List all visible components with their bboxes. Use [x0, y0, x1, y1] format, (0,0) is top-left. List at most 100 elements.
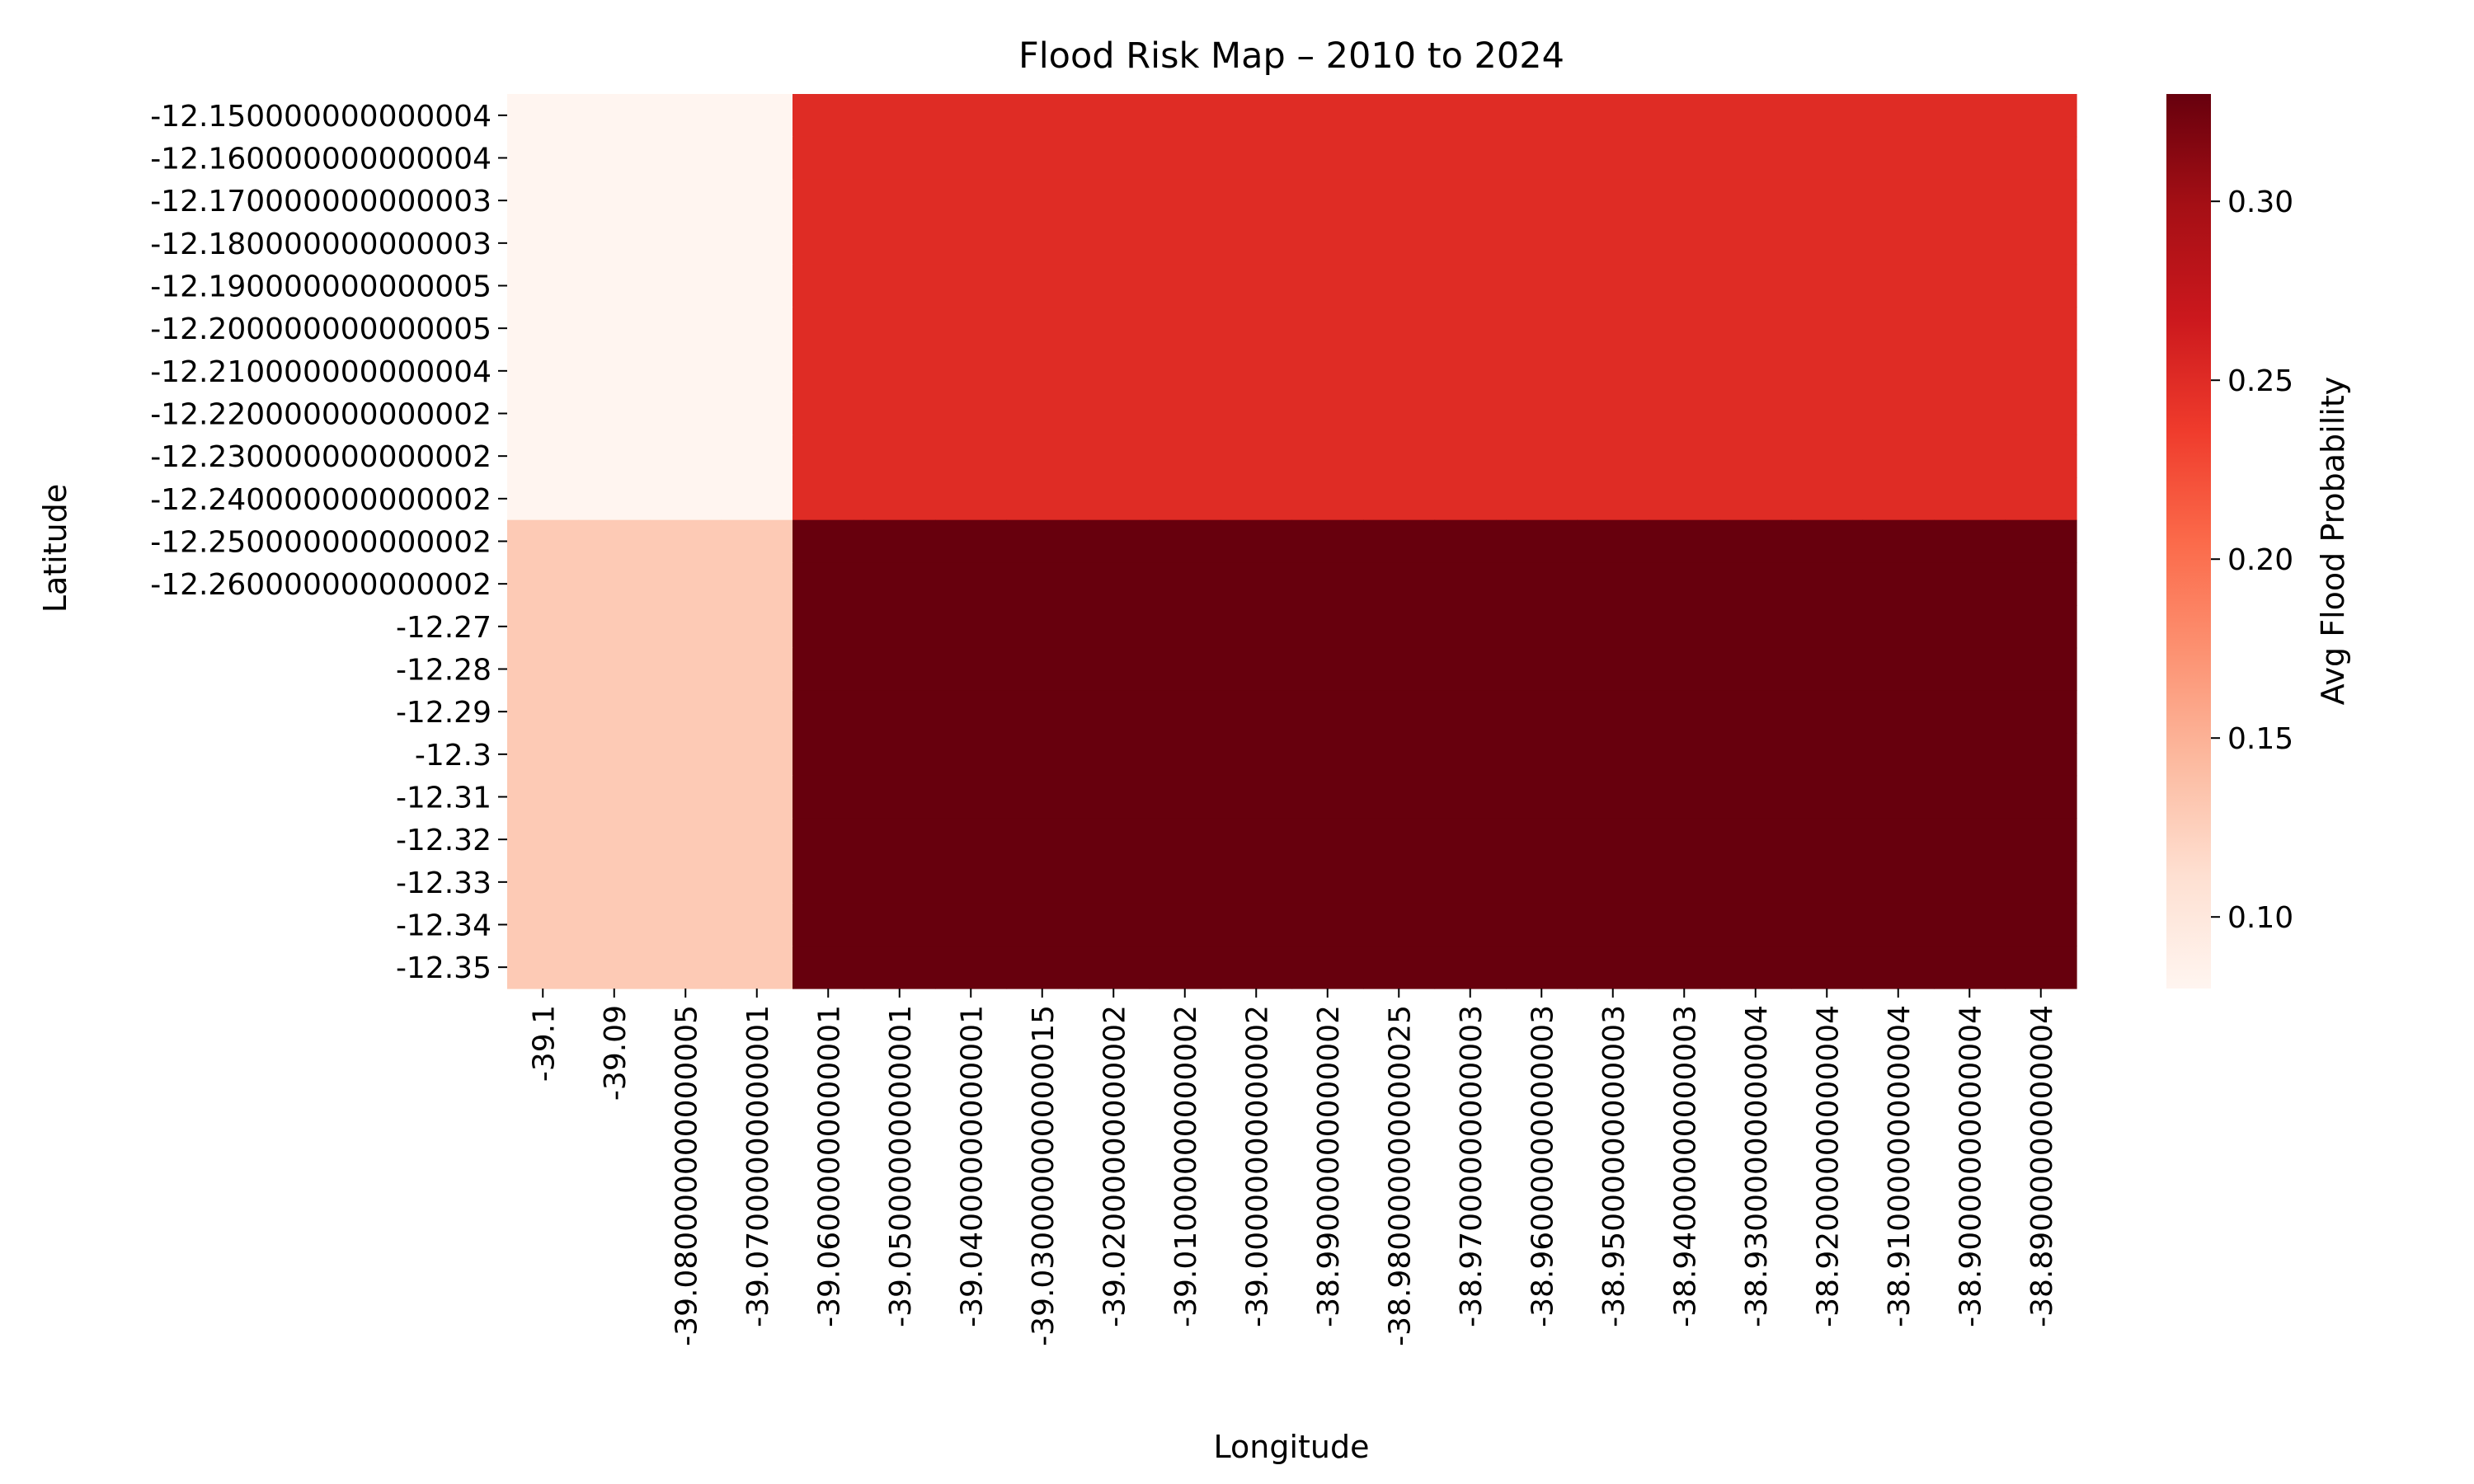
- heatmap-cell: [1149, 690, 1221, 734]
- heatmap-cell: [650, 179, 722, 223]
- y-tick-label: -12.170000000000003: [150, 185, 492, 218]
- heatmap-cell: [1934, 264, 2006, 308]
- heatmap-cell: [935, 136, 1008, 180]
- heatmap-cell: [1291, 861, 1364, 904]
- heatmap-cell: [2005, 733, 2077, 777]
- heatmap-cell: [1649, 179, 1721, 223]
- heatmap-cell: [1434, 775, 1507, 819]
- heatmap-cell: [650, 136, 722, 180]
- heatmap-cell: [1649, 350, 1721, 393]
- heatmap-cell: [578, 946, 651, 989]
- heatmap-cell: [1506, 179, 1578, 223]
- x-tick-label: -39.1: [527, 1005, 561, 1082]
- heatmap-cell: [1291, 264, 1364, 308]
- heatmap-cell: [1434, 818, 1507, 862]
- heatmap-cell: [1577, 307, 1649, 350]
- heatmap-cell: [1363, 94, 1436, 138]
- heatmap-cell: [935, 903, 1008, 946]
- heatmap-cell: [793, 775, 865, 819]
- heatmap-cell: [1291, 392, 1364, 435]
- heatmap-cell: [721, 307, 793, 350]
- heatmap-cell: [1649, 647, 1721, 691]
- heatmap-cell: [1291, 775, 1364, 819]
- heatmap-cell: [507, 861, 580, 904]
- heatmap-cell: [935, 519, 1008, 563]
- heatmap-cell: [1149, 434, 1221, 478]
- heatmap-cell: [1434, 136, 1507, 180]
- y-tick-label: -12.27: [396, 611, 492, 645]
- heatmap-cell: [1363, 136, 1436, 180]
- heatmap-cell: [1221, 690, 1293, 734]
- heatmap-cell: [507, 519, 580, 563]
- heatmap-cell: [1649, 690, 1721, 734]
- y-tick-label: -12.28: [396, 654, 492, 688]
- heatmap-cell: [507, 775, 580, 819]
- heatmap-cell: [1006, 179, 1079, 223]
- y-tick-label: -12.230000000000002: [150, 440, 492, 474]
- heatmap-cell: [507, 903, 580, 946]
- heatmap-cell: [1363, 605, 1436, 649]
- heatmap-cell: [1006, 350, 1079, 393]
- heatmap-cell: [1363, 222, 1436, 265]
- heatmap-cell: [1719, 392, 1792, 435]
- heatmap-cell: [1221, 307, 1293, 350]
- heatmap-cell: [863, 179, 936, 223]
- heatmap-cell: [1434, 477, 1507, 521]
- chart-title: Flood Risk Map – 2010 to 2024: [1018, 35, 1564, 77]
- heatmap-cell: [1649, 264, 1721, 308]
- heatmap-cell: [1791, 733, 1864, 777]
- heatmap-cell: [2005, 861, 2077, 904]
- heatmap-cell: [1577, 818, 1649, 862]
- heatmap-cell: [1363, 264, 1436, 308]
- heatmap-cell: [1719, 434, 1792, 478]
- heatmap-cell: [507, 605, 580, 649]
- x-tick-label: -38.91000000000004: [1883, 1005, 1917, 1327]
- heatmap-cell: [2005, 222, 2077, 265]
- heatmap-cell: [1078, 307, 1150, 350]
- heatmap-cell: [1791, 690, 1864, 734]
- x-tick-label: -38.92000000000004: [1811, 1005, 1845, 1327]
- heatmap-cell: [793, 903, 865, 946]
- heatmap-cell: [1862, 222, 1935, 265]
- x-tick-label: -38.96000000000003: [1526, 1005, 1559, 1327]
- heatmap-cell: [1078, 775, 1150, 819]
- heatmap-cell: [1506, 392, 1578, 435]
- heatmap-cell: [1006, 818, 1079, 862]
- colorbar: [2166, 94, 2211, 989]
- heatmap-cell: [1078, 519, 1150, 563]
- heatmap-cell: [1506, 434, 1578, 478]
- heatmap-cell: [1649, 307, 1721, 350]
- heatmap-cell: [1719, 605, 1792, 649]
- heatmap-cell: [1434, 392, 1507, 435]
- heatmap-cell: [650, 562, 722, 606]
- heatmap-cell: [1791, 136, 1864, 180]
- heatmap-cell: [1078, 179, 1150, 223]
- heatmap-cell: [721, 136, 793, 180]
- heatmap-cell: [1934, 136, 2006, 180]
- heatmap-cell: [650, 946, 722, 989]
- heatmap-cell: [1078, 136, 1150, 180]
- heatmap-cell: [1006, 307, 1079, 350]
- heatmap-cell: [1221, 350, 1293, 393]
- x-tick-label: -38.90000000000004: [1954, 1005, 1987, 1327]
- heatmap-cell: [721, 477, 793, 521]
- heatmap-cell: [935, 775, 1008, 819]
- heatmap-cell: [863, 562, 936, 606]
- heatmap-cell: [863, 647, 936, 691]
- heatmap-cell: [863, 434, 936, 478]
- heatmap-cell: [507, 136, 580, 180]
- heatmap-cell: [1363, 647, 1436, 691]
- heatmap-cell: [1506, 861, 1578, 904]
- heatmap-cell: [1291, 477, 1364, 521]
- heatmap-cell: [650, 775, 722, 819]
- heatmap-cell: [1078, 946, 1150, 989]
- heatmap-cell: [935, 477, 1008, 521]
- heatmap-cell: [1934, 818, 2006, 862]
- heatmap-cell: [1078, 264, 1150, 308]
- heatmap-cell: [1078, 392, 1150, 435]
- heatmap-cell: [721, 392, 793, 435]
- heatmap-cell: [1719, 307, 1792, 350]
- heatmap-cell: [1934, 562, 2006, 606]
- heatmap-cell: [721, 903, 793, 946]
- heatmap-cell: [2005, 605, 2077, 649]
